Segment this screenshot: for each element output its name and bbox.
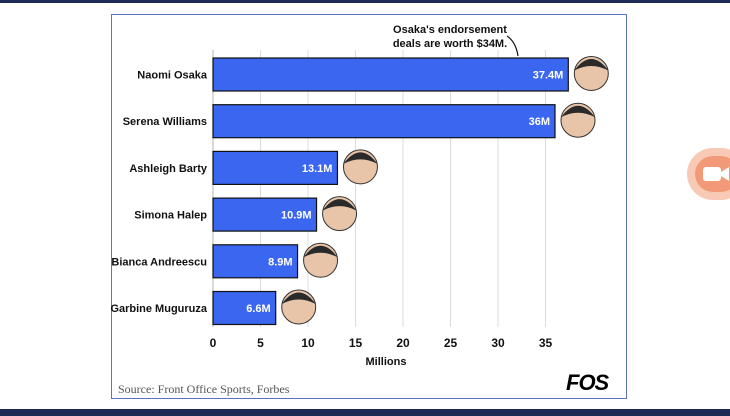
annotation-pointer [506,35,519,57]
bar [212,104,556,139]
category-label: Simona Halep [134,210,207,222]
annotation-text: Osaka's endorsement [393,24,507,36]
bar [212,57,569,92]
bar [212,150,339,185]
brand-logo: FOS [566,370,609,395]
x-axis-label: Millions [366,356,407,368]
video-camera-icon [703,167,729,181]
value-label: 36M [529,116,550,128]
x-tick-label: 15 [349,336,363,350]
value-label: 8.9M [268,256,292,268]
avatar-hair [281,292,316,304]
x-tick-label: 35 [539,336,553,350]
value-label: 13.1M [302,163,333,175]
x-tick-label: 25 [444,336,458,350]
bottom-edge-bar [0,409,730,416]
avatar-hair [303,245,338,258]
x-tick-label: 5 [257,336,264,350]
x-tick-label: 30 [491,336,505,350]
annotation-text: deals are worth $34M. [393,38,507,50]
category-label: Garbine Muguruza [110,303,207,315]
avatar-hair [343,152,378,164]
category-label: Naomi Osaka [137,70,208,82]
screen-record-button[interactable] [687,148,730,200]
x-tick-label: 0 [210,336,217,350]
x-tick-label: 10 [301,336,315,350]
avatar-hair [322,199,357,211]
avatar-hair [561,105,595,118]
bar [212,290,277,326]
bar [212,197,318,232]
top-edge-bar [0,0,730,3]
category-label: Bianca Andreescu [111,256,207,268]
category-label: Serena Williams [123,116,207,128]
bar [212,244,299,279]
avatar-hair [574,59,609,71]
value-label: 37.4M [533,70,564,82]
source-note: Source: Front Office Sports, Forbes [118,382,290,396]
value-label: 10.9M [281,210,312,222]
x-tick-label: 20 [396,336,410,350]
category-label: Ashleigh Barty [129,163,208,175]
value-label: 6.6M [246,303,270,315]
